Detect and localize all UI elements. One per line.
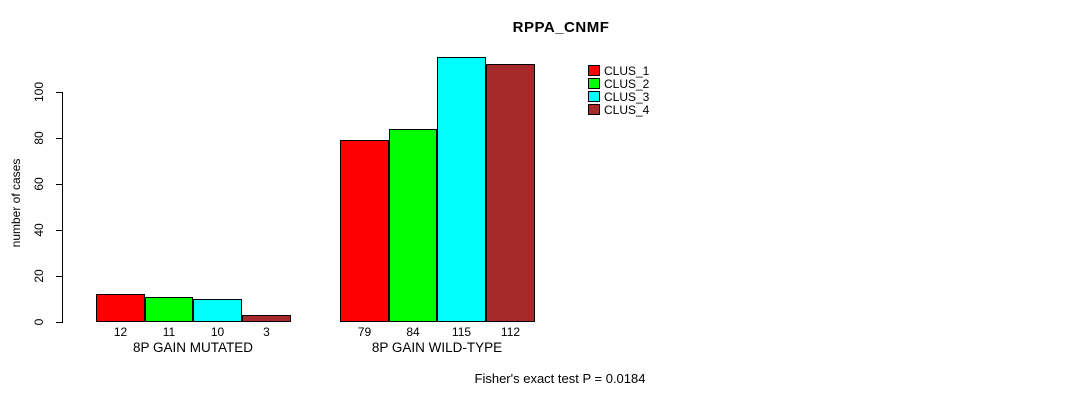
y-tick (56, 138, 63, 139)
bar-value-label: 115 (451, 325, 472, 339)
legend-swatch-icon (588, 65, 600, 76)
legend-swatch-icon (588, 78, 600, 89)
legend-item-clus-2: CLUS_2 (588, 76, 650, 91)
legend-swatch-icon (588, 104, 600, 115)
fisher-test-annotation: Fisher's exact test P = 0.0184 (474, 371, 646, 386)
group-label-8p-gain-wild-type: 8P GAIN WILD-TYPE (371, 340, 503, 355)
bar-clus-2-8p-gain-mutated (145, 297, 193, 322)
legend-item-clus-3: CLUS_3 (588, 89, 650, 104)
legend-label: CLUS_4 (604, 102, 650, 117)
group-label-8p-gain-mutated: 8P GAIN MUTATED (132, 340, 254, 355)
y-tick-label: 40 (32, 223, 46, 237)
chart-title: RPPA_CNMF (512, 19, 610, 36)
legend-item-clus-1: CLUS_1 (588, 63, 650, 78)
bar-value-label: 3 (263, 325, 270, 339)
y-tick (56, 322, 63, 323)
bar-clus-3-8p-gain-mutated (193, 299, 242, 322)
bar-value-label: 12 (113, 325, 128, 339)
bar-value-label: 112 (500, 325, 521, 339)
bar-clus-3-8p-gain-wild-type (437, 57, 486, 322)
bar-value-label: 84 (406, 325, 420, 339)
bar-clus-1-8p-gain-mutated (96, 294, 145, 322)
y-tick (56, 184, 63, 185)
y-axis-label: number of cases (9, 158, 23, 248)
legend-item-clus-4: CLUS_4 (588, 102, 650, 117)
bar-clus-4-8p-gain-wild-type (486, 64, 535, 322)
y-tick-label: 100 (32, 81, 46, 103)
bar-clus-4-8p-gain-mutated (242, 315, 291, 322)
y-tick-label: 0 (32, 318, 46, 326)
y-tick (56, 276, 63, 277)
legend: CLUS_1 CLUS_2 CLUS_3 CLUS_4 (588, 63, 650, 117)
y-tick-label: 80 (32, 131, 46, 145)
y-tick-label: 20 (32, 269, 46, 283)
bar-value-label: 11 (162, 325, 176, 339)
y-axis (62, 92, 63, 323)
legend-swatch-icon (588, 91, 600, 102)
legend-label: CLUS_1 (604, 63, 650, 78)
legend-label: CLUS_2 (604, 76, 650, 91)
bar-value-label: 10 (210, 325, 225, 339)
y-tick (56, 92, 63, 93)
bar-clus-2-8p-gain-wild-type (389, 129, 437, 322)
y-tick-label: 60 (32, 177, 46, 191)
bar-value-label: 79 (357, 325, 372, 339)
legend-label: CLUS_3 (604, 89, 650, 104)
bar-clus-1-8p-gain-wild-type (340, 140, 389, 322)
y-tick (56, 230, 63, 231)
